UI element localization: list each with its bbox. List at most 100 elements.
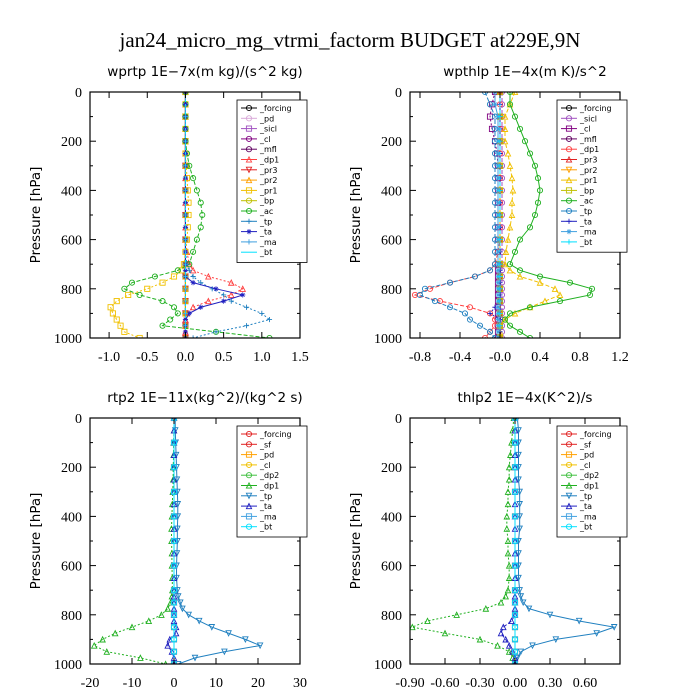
series-point <box>121 328 128 335</box>
series-point <box>506 310 514 317</box>
series-point <box>536 273 544 280</box>
legend-marker <box>245 513 253 520</box>
legend-label: _dp1 <box>579 482 599 491</box>
series-point <box>495 200 501 206</box>
legend-marker <box>565 166 573 174</box>
series-point <box>525 605 533 613</box>
series-point <box>486 328 494 335</box>
series-point <box>495 224 501 230</box>
series-point <box>117 322 124 329</box>
series-group <box>411 92 596 338</box>
legend-label: _pr3 <box>259 166 277 175</box>
series-point <box>500 623 507 631</box>
y-tick-label: 800 <box>61 283 82 298</box>
series-point <box>205 272 212 280</box>
legend-marker <box>245 125 253 132</box>
y-tick-label: 600 <box>61 234 82 249</box>
series-point <box>190 175 197 182</box>
legend-marker <box>565 451 573 458</box>
legend-label: _pr1 <box>259 186 277 195</box>
series-point <box>159 298 166 305</box>
legend-label: _pd <box>259 451 274 460</box>
y-tick-label: 800 <box>381 283 402 298</box>
series-point <box>424 617 431 624</box>
legend-label: _bt <box>579 238 592 247</box>
series-point <box>516 488 523 496</box>
series-point <box>221 648 228 656</box>
series-line-pr1 <box>499 92 561 338</box>
series-point <box>182 316 189 323</box>
series-point <box>170 304 178 311</box>
series-point <box>441 629 449 637</box>
series-point <box>227 279 235 286</box>
legend-marker <box>245 115 253 122</box>
series-point <box>497 261 503 267</box>
series-point <box>509 186 517 194</box>
legend-label: _mfl <box>579 135 597 144</box>
series-line-tp <box>174 418 262 664</box>
series-point <box>137 654 144 661</box>
series-point <box>529 642 536 650</box>
series-point <box>144 285 151 292</box>
series-point <box>504 149 512 157</box>
series-point <box>497 286 503 292</box>
series-point <box>552 636 560 644</box>
series-point <box>228 298 234 304</box>
series-point <box>213 286 219 292</box>
series-point <box>266 316 273 323</box>
legend-marker <box>566 229 572 235</box>
series-point <box>556 298 564 305</box>
series-line-dp1 <box>413 92 501 338</box>
panel-3: rtp2 1E−11x(kg^2)/(kg^2 s) Pressure [hPa]… <box>28 390 308 691</box>
series-point <box>515 427 522 434</box>
series-point <box>516 525 523 533</box>
series-point <box>506 266 514 274</box>
legend-label: _bp <box>259 197 274 206</box>
series-point <box>486 267 494 274</box>
series-point <box>511 439 519 446</box>
legend-label: _bt <box>259 523 272 532</box>
series-point <box>511 562 519 569</box>
legend-marker <box>565 115 573 122</box>
series-point <box>575 617 583 625</box>
series-point <box>497 310 503 316</box>
x-tick-label: -20 <box>81 676 100 691</box>
series-point <box>243 323 250 329</box>
legend-label: _ta <box>579 217 592 226</box>
legend-marker <box>565 461 573 468</box>
legend-marker <box>565 207 573 215</box>
x-tick-label: -10 <box>123 676 142 691</box>
series-point <box>588 285 596 292</box>
legend: _forcing_sicl _cl_mfl_dp1 _pr3_pr2_pr1_bp _… <box>556 99 628 253</box>
panel-title: wpthlp 1E−4x(m K)/s^2 <box>443 64 606 80</box>
series-point <box>516 513 523 521</box>
legend-marker <box>565 104 573 112</box>
series-point <box>506 261 514 268</box>
series-point <box>506 223 514 231</box>
legend-marker <box>565 492 573 500</box>
series-point <box>593 630 600 637</box>
series-point <box>416 291 424 299</box>
legend-marker <box>245 451 253 458</box>
legend-marker <box>245 481 253 489</box>
y-tick-label: 600 <box>61 560 82 575</box>
legend-marker <box>245 155 253 163</box>
series-point <box>145 617 153 624</box>
series-point <box>534 199 542 206</box>
series-point <box>487 310 493 316</box>
legend-marker <box>245 523 253 530</box>
series-point <box>471 273 479 280</box>
series-point <box>506 322 514 329</box>
x-tick-label: 1.2 <box>611 350 629 365</box>
series-point <box>227 291 235 298</box>
legend-marker <box>565 472 573 479</box>
panel-4: thlp2 1E−4x(K^2)/s Pressure [hPa] 0 200 400 6… <box>348 390 628 691</box>
legend: _forcing_pd _sicl_cl_mfl _dp1_pr3_pr2_pr1 _… <box>236 99 308 263</box>
series-point <box>159 279 166 286</box>
series-point <box>505 475 513 483</box>
series-point <box>113 316 120 323</box>
figure-title: jan24_micro_mg_vtrmi_factorm BUDGET at22… <box>119 28 581 52</box>
series-point <box>534 175 542 182</box>
x-tick-label: -0.5 <box>136 350 158 365</box>
y-tick-label: 200 <box>381 135 402 150</box>
